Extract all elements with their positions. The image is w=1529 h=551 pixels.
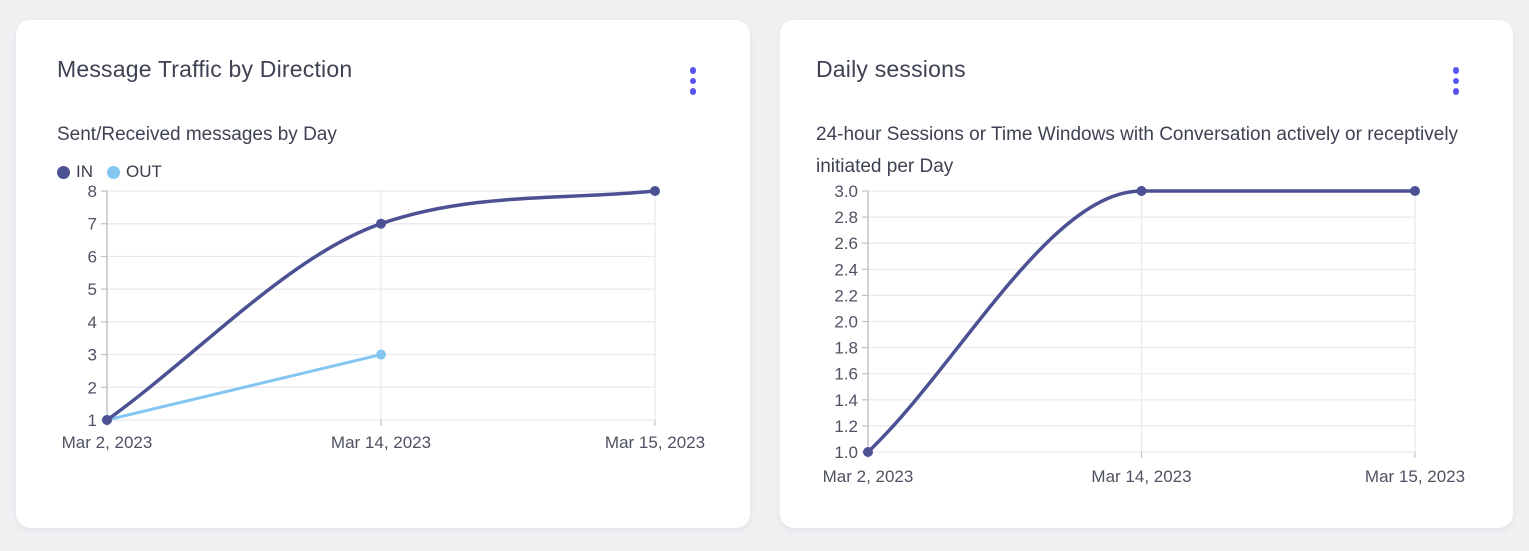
svg-text:1.2: 1.2 (834, 417, 858, 436)
svg-text:1.0: 1.0 (834, 443, 858, 462)
svg-text:7: 7 (88, 215, 97, 234)
svg-text:Mar 15, 2023: Mar 15, 2023 (605, 433, 705, 452)
daily-sessions-line-chart: 1.0 1.2 1.4 1.6 1.8 2.0 2.2 2.4 2.6 2.8 3.0 Mar 2, … (823, 182, 1465, 486)
svg-text:Mar 14, 2023: Mar 14, 2023 (1091, 467, 1191, 486)
svg-text:Mar 2, 2023: Mar 2, 2023 (62, 433, 153, 452)
legend-item-in[interactable]: IN (57, 162, 93, 182)
svg-text:Mar 2, 2023: Mar 2, 2023 (823, 467, 914, 486)
svg-text:3.0: 3.0 (834, 182, 858, 201)
legend-dot-icon (107, 165, 120, 179)
svg-text:1.8: 1.8 (834, 339, 858, 358)
chart-legend: IN OUT (57, 162, 162, 182)
svg-text:4: 4 (88, 313, 97, 332)
card-title: Daily sessions (816, 56, 966, 82)
svg-text:Mar 14, 2023: Mar 14, 2023 (331, 433, 431, 452)
kebab-vertical-icon (689, 67, 697, 95)
message-traffic-card: Message Traffic by Direction Sent/Receiv… (16, 20, 750, 528)
daily-sessions-card: Daily sessions 24-hour Sessions or Time … (780, 20, 1513, 528)
card-subtitle: Sent/Received messages by Day (57, 124, 337, 145)
svg-text:Mar 15, 2023: Mar 15, 2023 (1365, 467, 1465, 486)
legend-label: OUT (126, 162, 162, 181)
card-menu-button[interactable] (1443, 62, 1469, 100)
svg-text:2.2: 2.2 (834, 286, 858, 305)
svg-text:8: 8 (88, 182, 97, 201)
svg-text:2.8: 2.8 (834, 208, 858, 227)
kebab-vertical-icon (1452, 67, 1460, 95)
legend-dot-icon (57, 165, 70, 179)
svg-text:2.6: 2.6 (834, 234, 858, 253)
card-subtitle: 24-hour Sessions or Time Windows with Co… (816, 124, 1459, 177)
card-title: Message Traffic by Direction (57, 56, 353, 82)
message-traffic-line-chart: 1 2 3 4 5 6 7 8 Mar 2, 2023 Mar 14, 2023 Mar 15, 2… (62, 182, 705, 452)
card-menu-button[interactable] (680, 62, 706, 100)
svg-text:1: 1 (88, 411, 97, 430)
svg-text:2: 2 (88, 378, 97, 397)
svg-text:6: 6 (88, 247, 97, 266)
svg-text:3: 3 (88, 346, 97, 365)
svg-text:2.4: 2.4 (834, 260, 858, 279)
svg-text:2.0: 2.0 (834, 313, 858, 332)
svg-text:1.6: 1.6 (834, 365, 858, 384)
legend-item-out[interactable]: OUT (107, 162, 162, 182)
svg-text:1.4: 1.4 (834, 391, 858, 410)
svg-text:5: 5 (88, 280, 97, 299)
legend-label: IN (76, 162, 93, 181)
